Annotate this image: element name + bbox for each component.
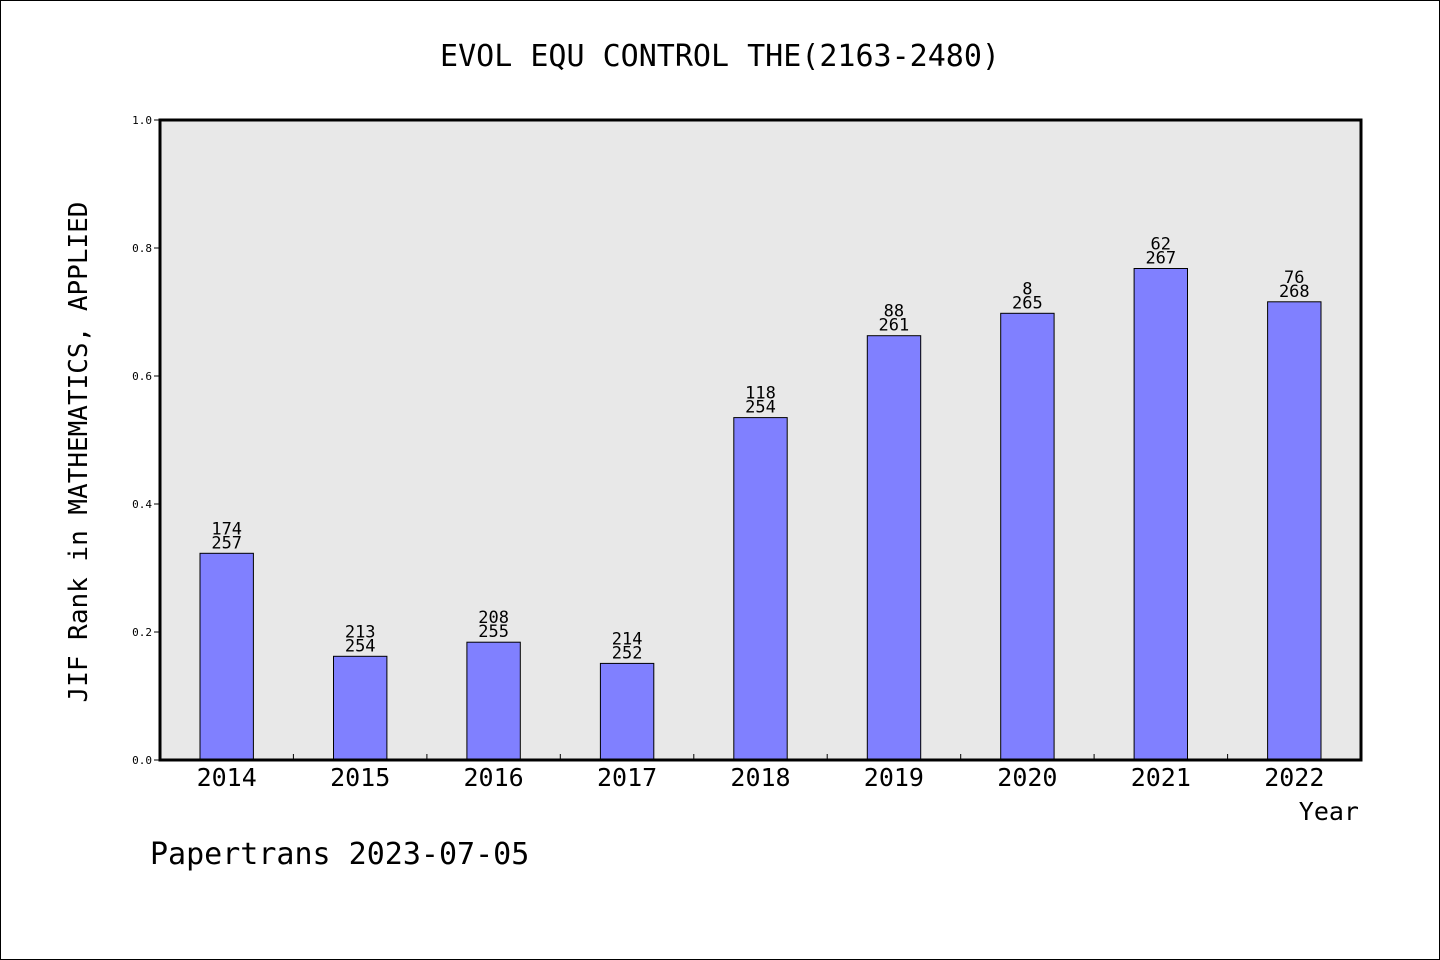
data-label-rank: 208: [478, 608, 509, 628]
y-ticks-group: 0.0 0.2 0.4 0.6 0.8 1.0: [132, 114, 160, 767]
x-tick-label: 2014: [197, 763, 257, 792]
x-axis-label: Year: [1299, 797, 1359, 826]
data-label-rank: 76: [1284, 268, 1304, 288]
data-label-total: 254: [745, 398, 776, 418]
data-label-rank: 214: [612, 629, 643, 649]
x-tick-label: 2020: [997, 763, 1057, 792]
bar-2017: [599, 662, 655, 761]
y-tick-label: 0.4: [132, 498, 152, 511]
data-label-total: 254: [345, 636, 376, 656]
data-label-rank: 118: [745, 384, 776, 404]
x-tick-label: 2017: [597, 763, 657, 792]
chart-title: EVOL EQU CONTROL THE(2163-2480): [440, 39, 1000, 74]
bar-2014: [199, 552, 254, 761]
y-axis-label: JIF Rank in MATHEMATICS, APPLIED: [64, 202, 94, 703]
data-label-rank: 174: [211, 519, 242, 539]
data-label-total: 267: [1145, 249, 1176, 269]
bar-2021: [1133, 268, 1188, 761]
bar-2016: [466, 641, 521, 761]
x-ticks-group: 2014 2015 2016 2017 2018 2019 2020 2021 2022: [197, 754, 1324, 792]
data-label-rank: 213: [345, 622, 376, 642]
data-label-total: 268: [1279, 282, 1310, 302]
y-tick-label: 0.0: [132, 754, 152, 767]
bar-2015: [333, 655, 388, 761]
plot-border: [158, 118, 1363, 762]
y-tick-label: 0.2: [132, 626, 152, 639]
data-label-total: 255: [478, 622, 509, 642]
bars-group: [199, 268, 1322, 761]
bar-2020: [1000, 312, 1055, 761]
x-tick-label: 2018: [730, 763, 790, 792]
y-tick-label: 0.6: [132, 370, 152, 383]
bar-2018: [733, 417, 788, 761]
data-label-total: 257: [211, 533, 242, 553]
x-tick-label: 2019: [864, 763, 924, 792]
y-tick-label: 0.8: [132, 242, 152, 255]
bar-2022: [1267, 301, 1322, 761]
x-tick-label: 2015: [330, 763, 390, 792]
y-tick-label: 1.0: [132, 114, 152, 127]
x-tick-label: 2022: [1264, 763, 1324, 792]
x-tick-label: 2021: [1131, 763, 1191, 792]
x-tick-label: 2016: [463, 763, 523, 792]
data-label-rank: 8: [1022, 279, 1032, 299]
footer-credit: Papertrans 2023-07-05: [150, 837, 529, 872]
data-label-total: 261: [879, 316, 910, 336]
data-label-rank: 88: [884, 302, 904, 322]
data-label-total: 265: [1012, 293, 1043, 313]
data-label-total: 252: [612, 643, 643, 663]
data-label-rank: 62: [1151, 235, 1171, 255]
bar-2019: [866, 335, 922, 761]
